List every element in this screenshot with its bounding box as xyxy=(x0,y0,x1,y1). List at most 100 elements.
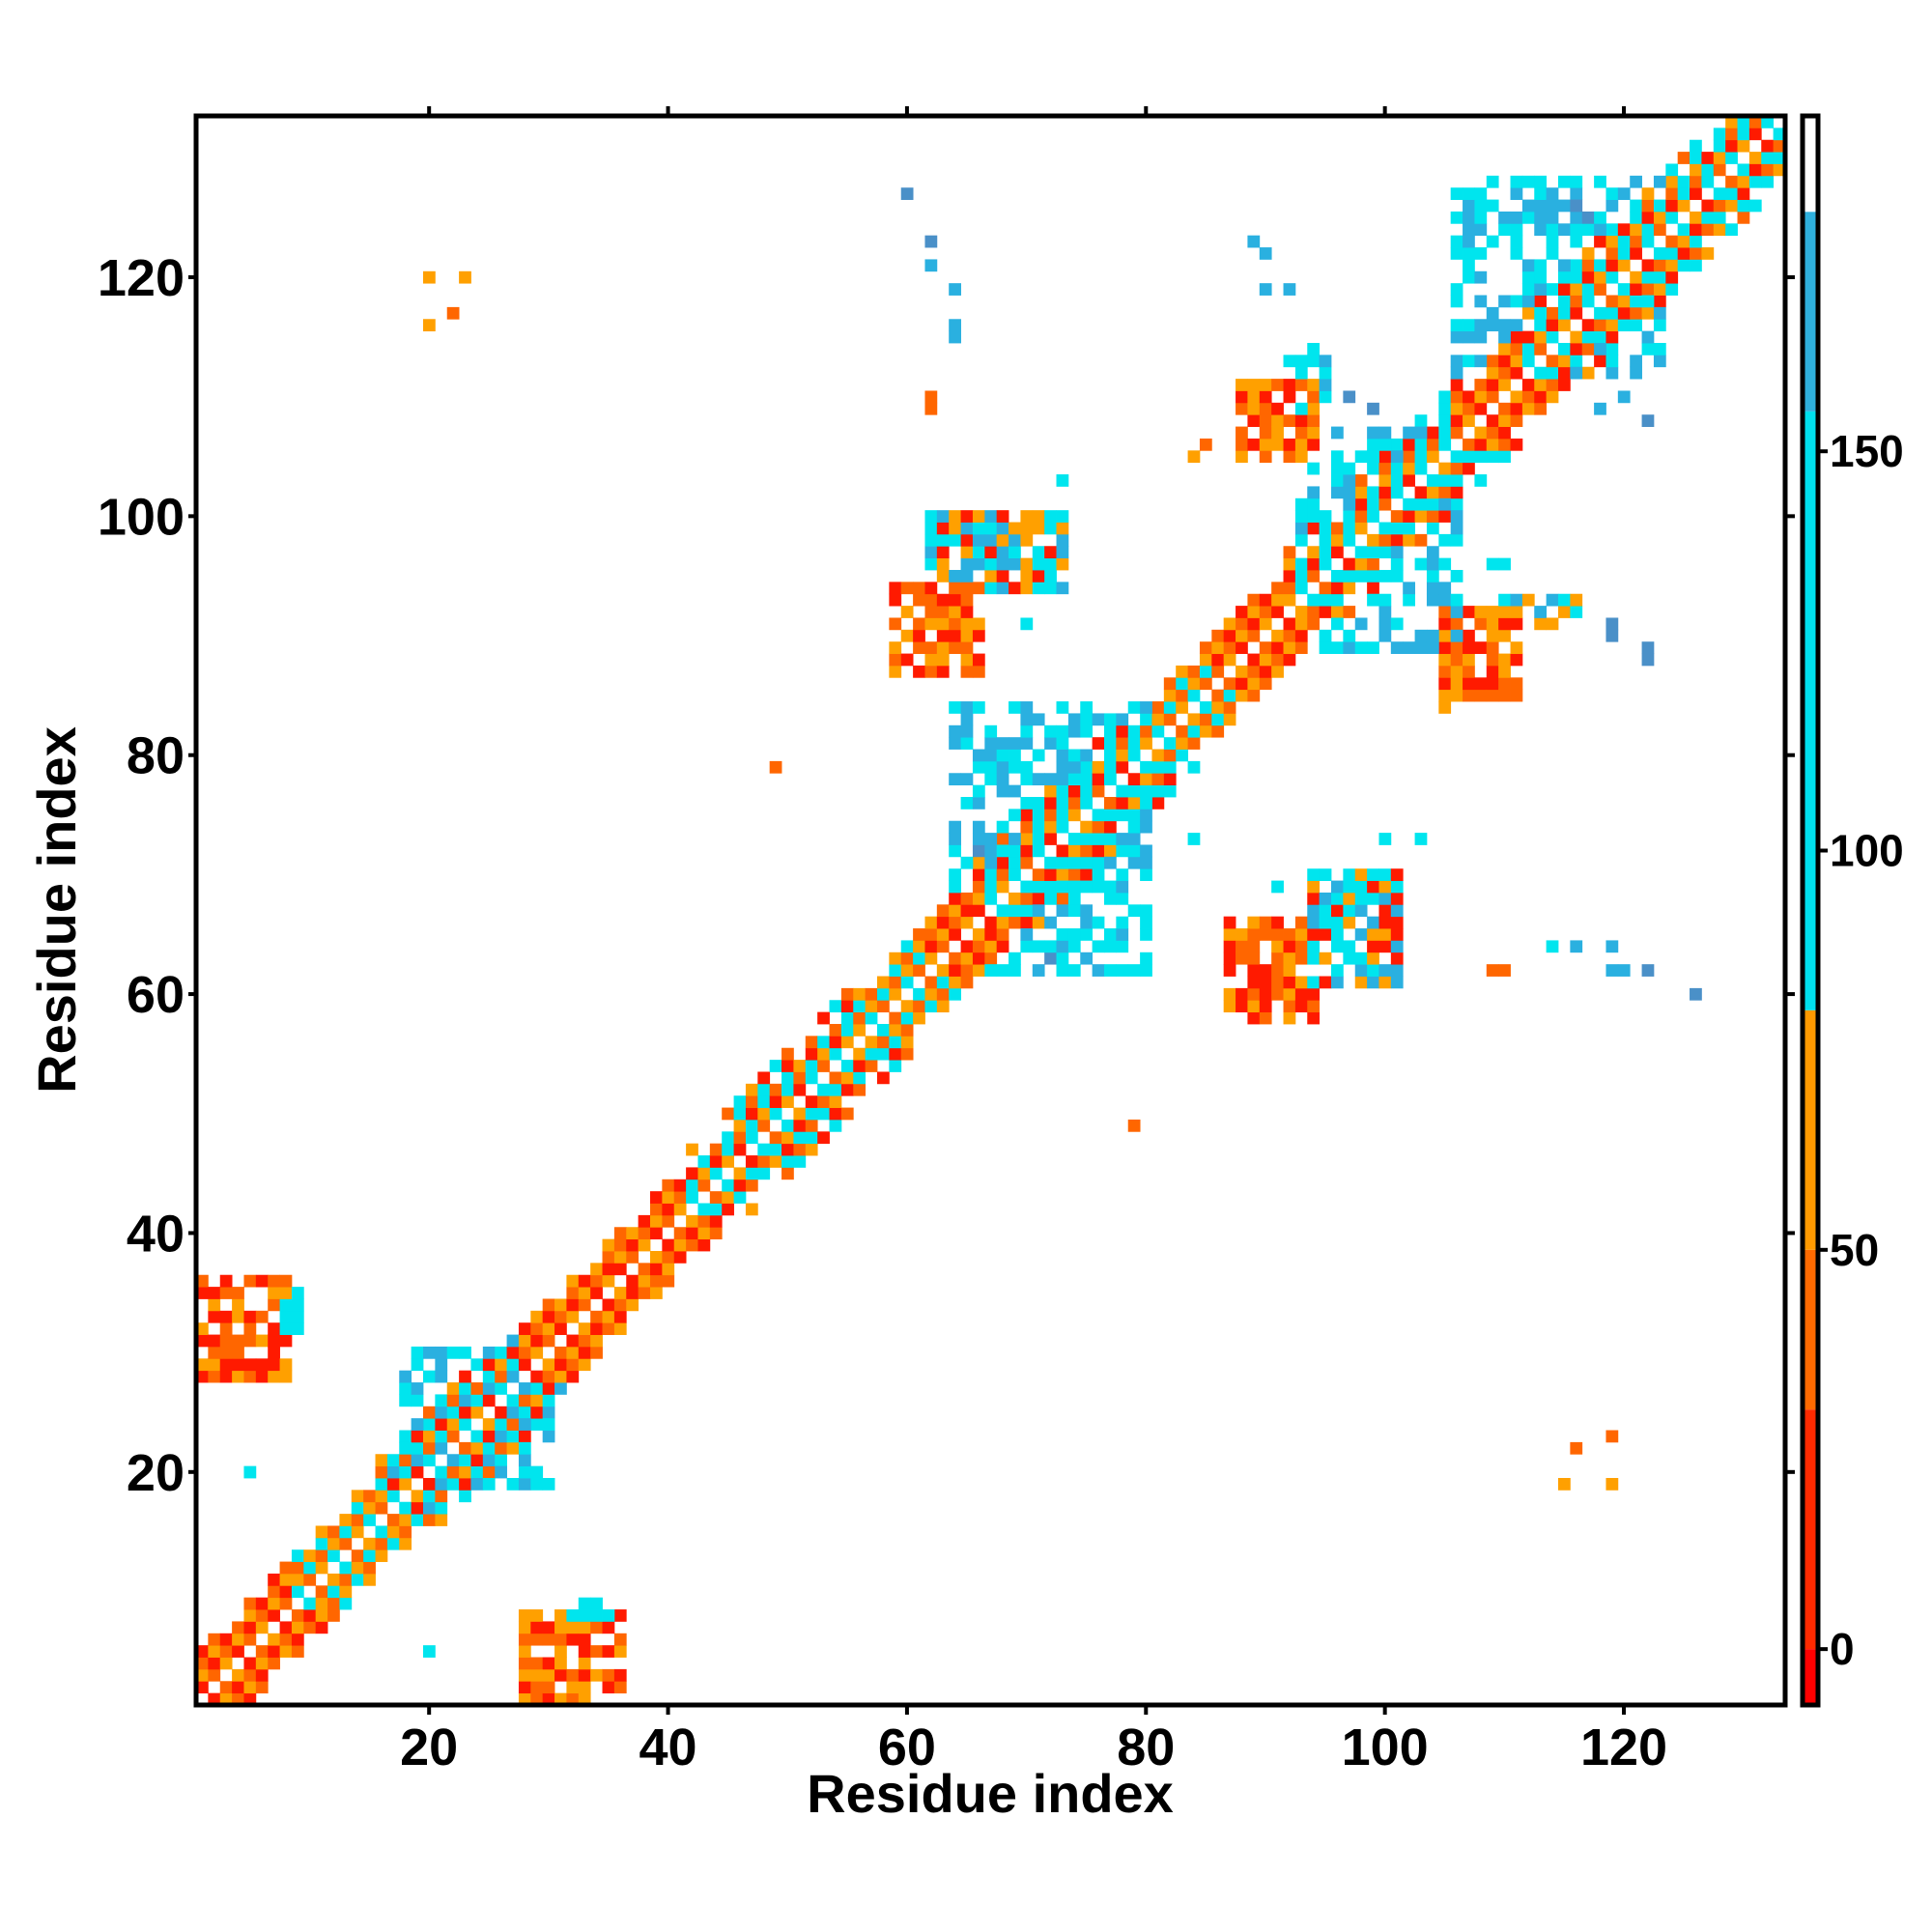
heatmap-cell xyxy=(1521,199,1535,213)
heatmap-cell xyxy=(1546,366,1559,380)
heatmap-cell xyxy=(518,1633,531,1646)
heatmap-cell xyxy=(578,1657,591,1670)
heatmap-cell xyxy=(650,1227,663,1240)
heatmap-cell xyxy=(1486,379,1499,391)
heatmap-cell xyxy=(1223,952,1236,965)
heatmap-cell xyxy=(900,629,914,642)
heatmap-cell xyxy=(1319,379,1332,391)
heatmap-cell xyxy=(268,1657,280,1670)
heatmap-cell xyxy=(1163,689,1177,702)
heatmap-cell xyxy=(949,582,961,595)
heatmap-cell xyxy=(1450,629,1463,642)
heatmap-cell xyxy=(1080,856,1094,869)
heatmap-cell xyxy=(817,1060,830,1072)
heatmap-cell xyxy=(1498,450,1511,464)
heatmap-cell xyxy=(1056,582,1069,595)
heatmap-cell xyxy=(1463,211,1475,224)
heatmap-cell xyxy=(1151,784,1165,798)
heatmap-cell xyxy=(602,1274,615,1288)
heatmap-cell xyxy=(1307,486,1321,499)
heatmap-cell xyxy=(936,987,950,1001)
heatmap-cell xyxy=(1581,330,1595,344)
heatmap-cell xyxy=(1044,892,1057,905)
heatmap-cell xyxy=(435,1478,448,1491)
heatmap-cell xyxy=(1546,283,1559,296)
heatmap-cell xyxy=(1486,964,1499,977)
heatmap-cell xyxy=(542,1334,555,1348)
heatmap-cell xyxy=(793,1071,807,1085)
heatmap-cell xyxy=(733,1119,747,1132)
heatmap-cell xyxy=(1570,283,1583,296)
heatmap-cell xyxy=(1378,928,1392,941)
heatmap-cell xyxy=(1677,247,1690,260)
heatmap-cell xyxy=(423,1490,436,1503)
heatmap-cell xyxy=(590,1609,603,1622)
heatmap-cell xyxy=(196,1668,209,1682)
heatmap-cell xyxy=(1307,546,1321,559)
heatmap-cell xyxy=(1653,355,1666,368)
heatmap-cell xyxy=(996,904,1009,918)
heatmap-cell xyxy=(960,940,974,953)
heatmap-cell xyxy=(1271,402,1284,415)
heatmap-cell xyxy=(1450,641,1463,654)
heatmap-cell xyxy=(1343,606,1356,618)
heatmap-cell xyxy=(542,1382,555,1395)
heatmap-cell xyxy=(650,1214,663,1228)
heatmap-cell xyxy=(423,1454,436,1467)
heatmap-cell xyxy=(219,1657,233,1670)
heatmap-cell xyxy=(949,617,961,631)
heatmap-cell xyxy=(411,1394,424,1407)
heatmap-cell xyxy=(470,1454,484,1467)
heatmap-cell xyxy=(1653,270,1666,284)
heatmap-cell xyxy=(1570,295,1583,308)
heatmap-cell xyxy=(470,1465,484,1479)
heatmap-cell xyxy=(1534,211,1548,224)
heatmap-cell xyxy=(1259,987,1272,1001)
heatmap-cell xyxy=(984,749,998,762)
heatmap-cell xyxy=(1414,833,1428,845)
heatmap-cell xyxy=(315,1597,328,1610)
heatmap-cell xyxy=(1307,880,1321,894)
heatmap-cell xyxy=(662,1263,675,1276)
heatmap-cell xyxy=(1247,976,1261,989)
heatmap-cell xyxy=(1056,522,1069,535)
heatmap-cell xyxy=(1510,223,1523,237)
heatmap-cell xyxy=(1546,593,1559,607)
heatmap-cell xyxy=(972,546,985,559)
heatmap-cell xyxy=(1474,295,1488,308)
heatmap-cell xyxy=(913,987,925,1001)
heatmap-cell xyxy=(1044,880,1057,894)
heatmap-cell xyxy=(363,1490,376,1503)
heatmap-cell xyxy=(1259,402,1272,415)
heatmap-cell xyxy=(1271,880,1284,894)
heatmap-cell xyxy=(590,1310,603,1323)
heatmap-cell xyxy=(518,1478,531,1491)
heatmap-cell xyxy=(1092,868,1105,881)
heatmap-cell xyxy=(1319,892,1332,905)
heatmap-cell xyxy=(865,1000,878,1013)
heatmap-cell xyxy=(566,1334,580,1348)
heatmap-cell xyxy=(1390,617,1404,631)
heatmap-cell xyxy=(1080,797,1094,810)
heatmap-cell xyxy=(1558,379,1571,391)
heatmap-cell xyxy=(578,1609,591,1622)
heatmap-cell xyxy=(1438,629,1452,642)
heatmap-cell xyxy=(1630,319,1642,332)
heatmap-cell xyxy=(1056,784,1069,798)
heatmap-cell xyxy=(1630,223,1642,237)
heatmap-cell xyxy=(1092,760,1105,774)
heatmap-cell xyxy=(949,641,961,654)
heatmap-cell xyxy=(1378,546,1392,559)
heatmap-cell xyxy=(972,617,985,631)
heatmap-cell xyxy=(1570,199,1583,213)
heatmap-cell xyxy=(243,1633,257,1646)
heatmap-cell xyxy=(1331,940,1344,953)
heatmap-cell xyxy=(363,1573,376,1586)
heatmap-cell xyxy=(435,1514,448,1526)
heatmap-cell xyxy=(1438,677,1452,691)
heatmap-cell xyxy=(1044,856,1057,869)
heatmap-cell xyxy=(1390,892,1404,905)
heatmap-cell xyxy=(936,928,950,941)
heatmap-cell xyxy=(996,928,1009,941)
heatmap-cell xyxy=(1067,892,1081,905)
